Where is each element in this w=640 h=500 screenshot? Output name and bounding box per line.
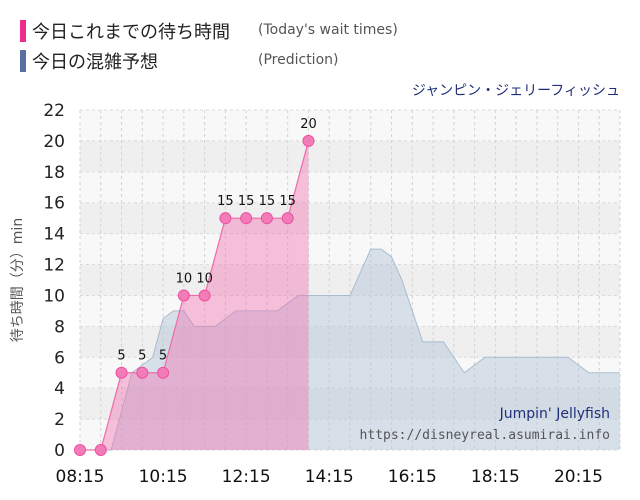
data-label: 20: [300, 117, 317, 132]
legend-label-prediction: 今日の混雑予想: [32, 52, 158, 73]
y-tick-label: 4: [54, 379, 65, 399]
y-tick-label: 0: [54, 441, 65, 461]
data-label: 5: [138, 349, 146, 364]
data-label: 10: [176, 271, 193, 286]
x-tick-label: 10:15: [139, 467, 188, 487]
y-tick-label: 2: [54, 410, 65, 430]
today-point: [136, 366, 149, 379]
legend-label-today: 今日これまでの待ち時間: [32, 22, 230, 43]
prediction-line: [80, 248, 620, 451]
data-label: 15: [259, 194, 276, 209]
data-label: 5: [117, 349, 125, 364]
watermark-url: https://disneyreal.asumirai.info: [359, 428, 610, 443]
legend-item-prediction: 今日の混雑予想 (Prediction): [20, 48, 440, 78]
x-tick-label: 18:15: [471, 467, 520, 487]
x-tick-label: 14:15: [305, 467, 354, 487]
y-tick-label: 12: [43, 256, 65, 276]
watermark-name: Jumpin' Jellyfish: [499, 406, 610, 422]
legend-item-today: 今日これまでの待ち時間 (Today's wait times): [20, 18, 440, 48]
today-point: [302, 134, 315, 147]
today-point: [74, 444, 86, 456]
x-tick-label: 12:15: [222, 467, 271, 487]
today-point: [260, 212, 273, 225]
y-tick-label: 22: [43, 101, 65, 121]
legend-desc-prediction: (Prediction): [258, 52, 339, 68]
today-point: [219, 212, 232, 225]
today-point: [281, 212, 294, 225]
y-tick-label: 10: [43, 286, 65, 306]
grid-band: [80, 140, 620, 172]
data-label: 15: [217, 194, 234, 209]
y-axis-title: 待ち時間（分）min: [10, 218, 26, 342]
today-point: [240, 212, 253, 225]
legend: 今日これまでの待ち時間 (Today's wait times) 今日の混雑予想…: [20, 18, 440, 78]
y-tick-label: 8: [54, 317, 65, 337]
prediction-area: [80, 249, 620, 450]
data-label: 5: [159, 349, 167, 364]
legend-swatch-today: [20, 20, 26, 42]
x-tick-label: 20:15: [554, 467, 603, 487]
data-label: 15: [238, 194, 255, 209]
x-tick-label: 16:15: [388, 467, 437, 487]
y-tick-label: 18: [43, 163, 65, 183]
y-tick-label: 14: [43, 225, 65, 245]
data-label: 10: [196, 271, 213, 286]
today-point: [177, 289, 190, 302]
legend-desc-today: (Today's wait times): [258, 22, 398, 38]
data-label: 15: [279, 194, 296, 209]
legend-swatch-prediction: [20, 50, 26, 72]
x-tick-label: 08:15: [56, 467, 105, 487]
today-point: [94, 444, 107, 456]
today-point: [115, 366, 128, 379]
today-point: [157, 366, 170, 379]
y-tick-label: 16: [43, 194, 65, 214]
attraction-name: ジャンピン・ジェリーフィッシュ: [411, 83, 620, 99]
y-tick-label: 20: [43, 132, 65, 152]
y-tick-label: 6: [54, 348, 65, 368]
today-point: [198, 289, 211, 302]
